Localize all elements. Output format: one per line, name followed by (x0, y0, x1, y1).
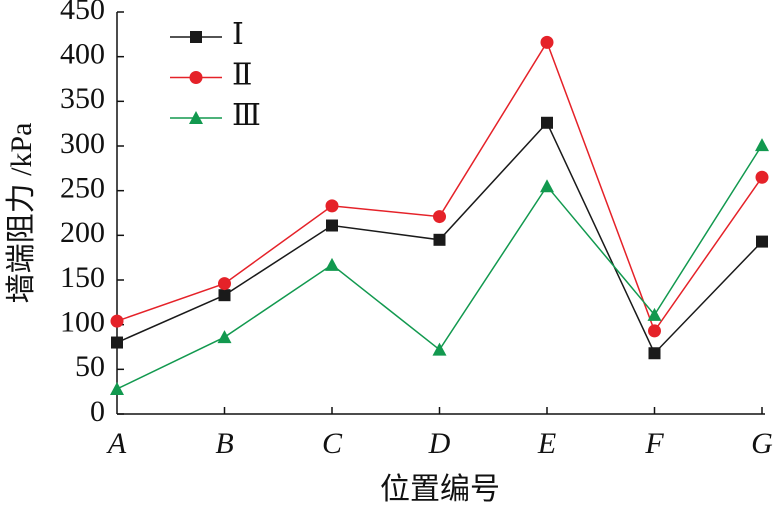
y-tick-label: 200 (60, 216, 105, 249)
legend-marker (190, 31, 202, 43)
point (110, 381, 124, 395)
point (755, 138, 769, 152)
legend-label: Ⅲ (232, 99, 261, 132)
point (218, 277, 231, 291)
point (111, 336, 123, 349)
point (217, 330, 232, 344)
y-tick-label: 100 (60, 306, 105, 339)
point (432, 342, 447, 356)
legend-marker (189, 111, 203, 124)
x-tick-label: E (537, 427, 556, 460)
point (110, 314, 124, 328)
y-tick-label: 350 (60, 82, 105, 115)
point (433, 233, 446, 246)
x-tick-label: G (751, 427, 773, 460)
y-axis-label: 墙端阻力 /kPa (5, 123, 38, 304)
point (648, 324, 661, 338)
point (540, 179, 554, 193)
y-tick-label: 450 (60, 0, 105, 26)
point (325, 257, 339, 271)
point (647, 307, 662, 321)
point (756, 235, 768, 248)
legend-label: Ⅱ (232, 58, 252, 91)
x-tick-label: F (644, 427, 664, 460)
x-tick-label: A (106, 427, 127, 460)
x-tick-label: B (215, 427, 233, 460)
point (541, 116, 553, 129)
y-tick-label: 50 (75, 350, 105, 383)
x-axis-label: 位置编号 (380, 473, 500, 506)
y-tick-label: 150 (60, 261, 105, 294)
y-tick-label: 0 (90, 395, 105, 428)
point (648, 347, 661, 360)
x-tick-label: C (322, 427, 343, 460)
legend-label: Ⅰ (232, 18, 244, 51)
legend-marker (189, 71, 203, 84)
point (218, 289, 231, 302)
y-tick-label: 400 (60, 38, 105, 71)
point (755, 170, 769, 184)
y-tick-label: 250 (60, 172, 105, 205)
x-tick-label: D (428, 427, 451, 460)
series-line (116, 40, 763, 333)
point (326, 219, 338, 232)
point (433, 210, 446, 224)
point (540, 35, 554, 49)
point (325, 199, 339, 213)
y-tick-label: 300 (60, 127, 105, 160)
